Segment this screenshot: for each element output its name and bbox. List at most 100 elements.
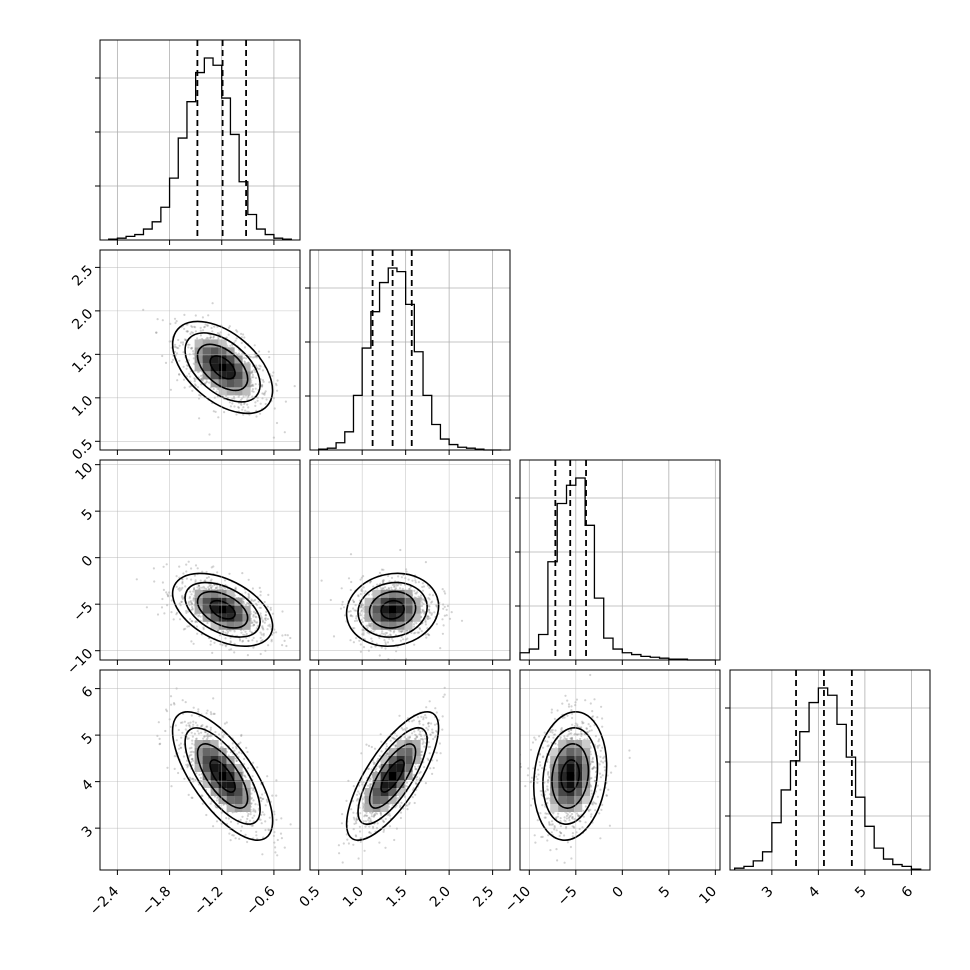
sample-point: [353, 818, 356, 821]
sample-point: [246, 814, 249, 818]
sample-point: [212, 825, 215, 828]
sample-point: [190, 753, 193, 757]
sample-point: [363, 592, 366, 595]
sample-point: [399, 639, 402, 642]
sample-point: [231, 742, 234, 745]
sample-point: [435, 722, 439, 726]
sample-point: [413, 801, 416, 805]
density-cell: [380, 597, 389, 606]
sample-point: [431, 728, 434, 731]
density-cell: [218, 764, 227, 772]
sample-point: [193, 732, 196, 735]
sample-point: [178, 589, 181, 592]
sample-point: [190, 602, 193, 605]
sample-point: [186, 323, 189, 326]
sample-point: [161, 319, 164, 322]
sample-point: [352, 600, 355, 603]
density-cell: [210, 339, 219, 348]
sample-point: [239, 818, 242, 822]
sample-point: [195, 737, 198, 740]
sample-point: [216, 586, 219, 589]
sample-point: [446, 604, 449, 608]
sample-point: [226, 631, 229, 634]
sample-point: [369, 625, 372, 628]
sample-point: [341, 603, 344, 606]
density-cell: [242, 780, 251, 788]
sample-point: [380, 813, 383, 817]
density-cell: [194, 363, 203, 372]
sample-point: [352, 816, 355, 819]
sample-point: [188, 385, 191, 388]
density-cell: [218, 355, 227, 364]
sample-point: [209, 735, 212, 738]
density-cell: [194, 764, 203, 772]
sample-point: [252, 787, 255, 790]
sample-point: [368, 831, 371, 834]
sample-point: [200, 731, 203, 734]
sample-point: [359, 643, 362, 646]
sample-point: [240, 403, 243, 406]
sample-point: [235, 747, 238, 750]
sample-point: [406, 738, 409, 741]
sample-point: [181, 586, 184, 590]
density-cell: [412, 613, 421, 622]
contour-level-1: [368, 743, 417, 809]
density-cell: [194, 339, 203, 348]
sample-point: [173, 755, 176, 758]
sample-point: [370, 623, 373, 626]
sample-point: [189, 599, 192, 603]
sample-point: [229, 640, 232, 643]
sample-point: [359, 606, 362, 609]
sample-point: [262, 628, 265, 631]
sample-point: [185, 577, 188, 580]
sample-point: [206, 735, 209, 738]
density-cell: [226, 379, 235, 388]
sample-point: [181, 578, 184, 581]
sample-point: [421, 598, 424, 601]
sample-point: [209, 726, 212, 729]
density-cell: [388, 764, 397, 772]
sample-point: [187, 346, 190, 349]
sample-point: [241, 640, 244, 643]
sample-point: [209, 336, 212, 340]
sample-point: [349, 614, 352, 618]
sample-point: [251, 587, 254, 590]
sample-point: [205, 381, 208, 384]
sample-point: [212, 410, 215, 413]
sample-point: [187, 793, 190, 797]
sample-point: [419, 594, 423, 597]
density-cell: [380, 780, 389, 788]
density-cell: [372, 613, 381, 622]
sample-point: [399, 548, 402, 552]
sample-point: [374, 813, 377, 817]
histogram-panel-background: [100, 40, 300, 240]
sample-point: [255, 830, 258, 834]
sample-point: [376, 583, 379, 586]
sample-point: [203, 325, 206, 328]
sample-point: [427, 605, 430, 608]
sample-point: [206, 725, 209, 728]
sample-point: [431, 772, 434, 776]
sample-point: [211, 330, 214, 333]
sample-point: [200, 794, 203, 797]
sample-point: [234, 587, 237, 591]
sample-point: [363, 815, 366, 818]
sample-point: [382, 828, 386, 832]
sample-point: [387, 574, 390, 578]
sample-point: [355, 835, 358, 838]
sample-point: [358, 830, 362, 833]
sample-point: [265, 798, 268, 802]
sample-point: [241, 639, 245, 643]
sample-point: [380, 646, 383, 649]
sample-point: [264, 820, 267, 823]
sample-point: [398, 796, 401, 799]
sample-point: [591, 803, 594, 806]
sample-point: [181, 597, 184, 601]
panel-frame: [99, 249, 301, 451]
sample-point: [253, 620, 256, 623]
sample-point: [243, 775, 246, 778]
sample-point: [254, 376, 258, 380]
sample-point: [405, 781, 409, 784]
sample-point: [208, 584, 211, 587]
sample-point: [566, 714, 569, 717]
